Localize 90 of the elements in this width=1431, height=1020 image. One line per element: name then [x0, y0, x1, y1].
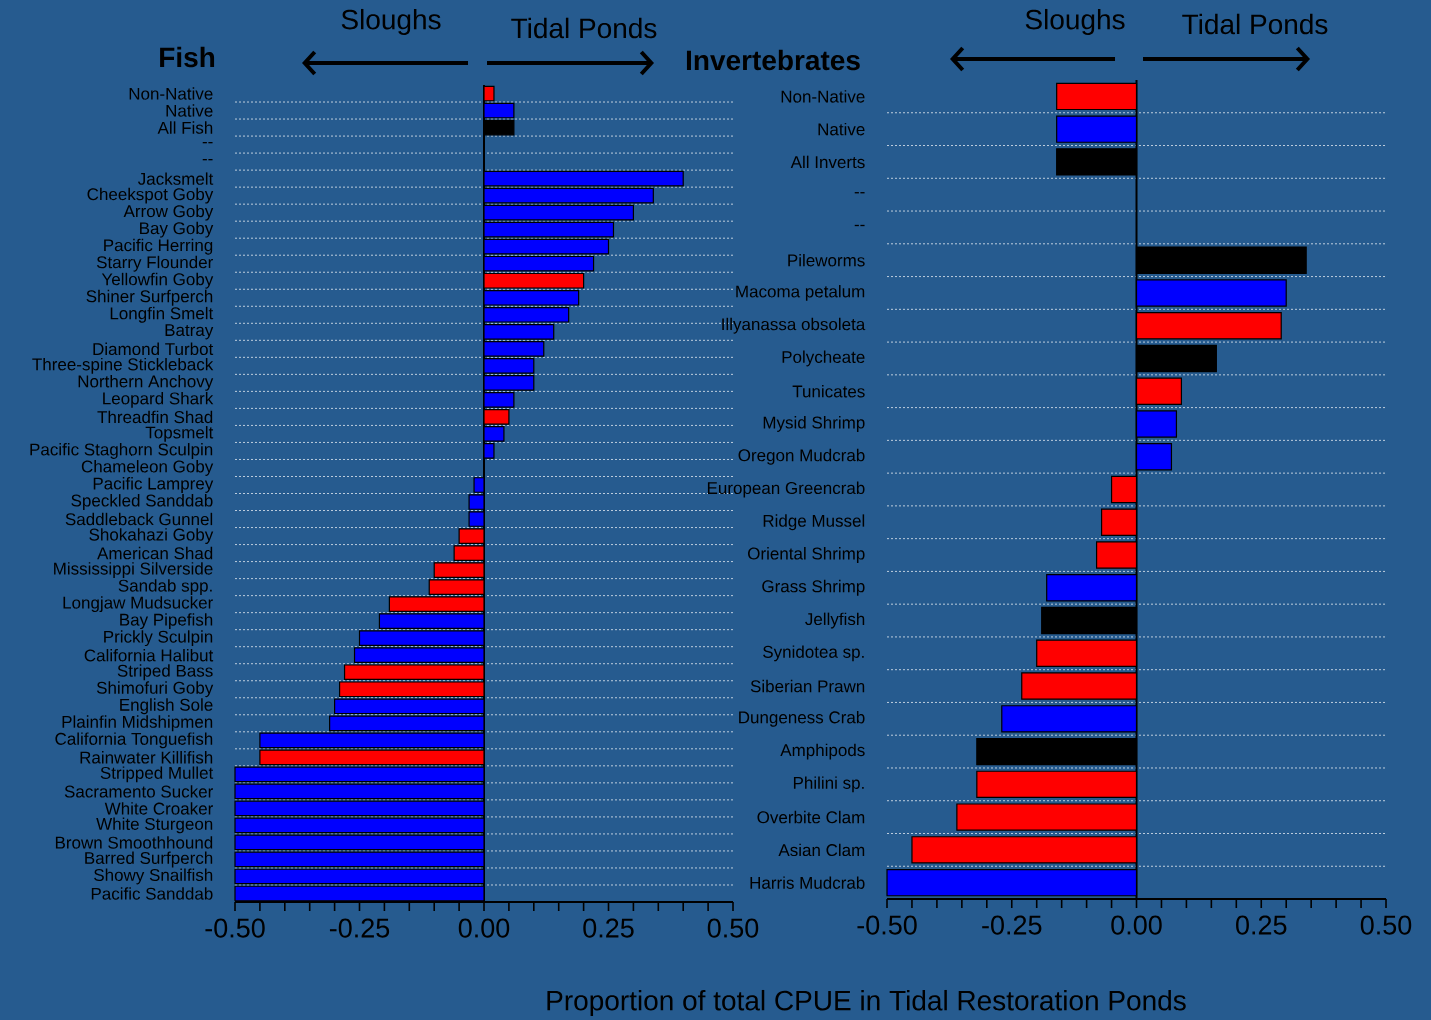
- y-tick-label: Plainfin Midshipmen: [62, 715, 213, 732]
- y-tick-label: Oriental Shrimp: [748, 547, 865, 563]
- y-tick-label: English Sole: [120, 698, 213, 715]
- y-tick-label: California Halibut: [84, 648, 214, 662]
- x-tick-label: -0.50: [857, 915, 917, 935]
- y-tick-label: Longfin Smelt: [110, 306, 214, 323]
- y-tick-label: Threadfin Shad: [97, 410, 213, 424]
- text: Sloughs: [341, 8, 441, 36]
- y-tick-label: All Fish: [157, 121, 213, 134]
- y-tick-label: Striped Bass: [117, 664, 213, 681]
- y-tick-label: Speckled Sanddab: [71, 494, 213, 510]
- y-tick-label: Leopard Shark: [103, 391, 214, 408]
- y-tick-label: --: [202, 141, 213, 144]
- y-tick-label: Pacific Lamprey: [93, 477, 214, 493]
- chart-title: Fish: [160, 46, 215, 68]
- y-tick-label: Northern Anchovy: [78, 374, 214, 391]
- y-tick-label: Bay Pipefish: [120, 613, 213, 630]
- y-tick-label: Showy Snailfish: [94, 868, 213, 885]
- x-axis-title: Proportion of total CPUE in Tidal Restoration Ponds: [547, 989, 1186, 1017]
- y-tick-label: Cheekspot Goby: [87, 187, 214, 204]
- y-tick-label: Jellyfish: [805, 612, 865, 629]
- y-tick-label: Ridge Mussel: [763, 514, 865, 531]
- y-tick-label: Saddleback Gunnel: [65, 512, 213, 526]
- y-tick-label: Siberian Prawn: [750, 679, 865, 693]
- y-tick-label: Synidotea sp.: [763, 645, 864, 662]
- y-tick-label: Topsmelt: [145, 426, 214, 442]
- y-tick-label: Native: [818, 122, 865, 136]
- y-tick-label: Starry Flounder: [96, 255, 213, 272]
- y-tick-label: Sandab spp.: [118, 579, 212, 596]
- y-tick-label: Pacific Herring: [104, 238, 213, 255]
- y-tick-label: Oregon Mudcrab: [738, 448, 865, 465]
- y-tick-label: Longjaw Mudsucker: [63, 596, 213, 613]
- y-tick-label: Prickly Sculpin: [104, 630, 213, 647]
- text: Tidal Ponds: [1182, 13, 1328, 35]
- y-tick-label: Three-spine Stickleback: [32, 357, 214, 374]
- y-tick-label: Barred Surfperch: [85, 851, 213, 868]
- y-tick-label: Non-Native: [129, 87, 213, 100]
- y-tick-label: Sacramento Sucker: [64, 785, 213, 798]
- y-tick-label: Macoma petalum: [736, 285, 865, 301]
- y-tick-label: --: [854, 224, 865, 227]
- y-tick-label: Amphipods: [780, 743, 865, 760]
- y-tick-label: Pacific Staghorn Sculpin: [30, 443, 213, 459]
- text: Tidal Ponds: [511, 17, 657, 39]
- y-tick-label: White Croaker: [104, 802, 213, 815]
- x-tick-label: 0.25: [583, 918, 634, 938]
- x-tick-label: 0.50: [707, 918, 759, 938]
- y-tick-label: All Inverts: [790, 155, 865, 169]
- y-tick-label: Polycheate: [782, 350, 865, 367]
- y-tick-label: Illyanassa obsoleta: [722, 317, 866, 334]
- y-tick-label: Philini sp.: [793, 776, 864, 793]
- y-tick-label: Batray: [165, 324, 214, 340]
- y-tick-label: Brown Smoothhound: [55, 836, 213, 849]
- x-tick-label: -0.25: [329, 918, 390, 938]
- y-tick-label: Shimofuri Goby: [96, 681, 214, 698]
- y-tick-label: Bay Goby: [140, 221, 214, 238]
- y-tick-label: --: [202, 159, 213, 161]
- y-tick-label: Diamond Turbot: [93, 342, 214, 356]
- y-tick-label: Shokahazi Goby: [89, 528, 214, 544]
- x-tick-label: 0.00: [1111, 915, 1162, 935]
- y-tick-label: European Greencrab: [707, 481, 865, 498]
- y-tick-label: Chameleon Goby: [81, 460, 214, 476]
- y-tick-label: White Sturgeon: [96, 817, 213, 834]
- y-tick-label: Overbite Clam: [757, 810, 865, 824]
- y-tick-label: Asian Clam: [778, 843, 865, 857]
- y-tick-label: --: [854, 192, 865, 194]
- x-tick-label: -0.50: [205, 918, 265, 938]
- x-tick-label: 0.25: [1236, 915, 1287, 935]
- x-tick-label: 0.50: [1360, 915, 1412, 935]
- y-tick-label: Jacksmelt: [138, 172, 214, 185]
- x-tick-label: -0.25: [982, 915, 1042, 935]
- y-tick-label: Non-Native: [781, 90, 865, 103]
- text: Sloughs: [1025, 8, 1125, 36]
- y-tick-label: Stripped Mullet: [100, 766, 214, 783]
- y-tick-label: Grass Shrimp: [762, 579, 865, 596]
- y-tick-label: Pacific Sanddab: [91, 887, 213, 900]
- y-tick-label: Shiner Surfperch: [86, 289, 213, 306]
- y-tick-label: Native: [166, 104, 213, 117]
- chart-title: Invertebrates: [686, 49, 860, 71]
- x-tick-label: 0.00: [458, 918, 510, 938]
- y-tick-label: Arrow Goby: [123, 204, 214, 221]
- y-tick-label: Pileworms: [788, 253, 865, 267]
- y-tick-label: Mississippi Silverside: [54, 562, 213, 579]
- y-tick-label: American Shad: [97, 546, 213, 560]
- y-tick-label: Yellowfin Goby: [101, 272, 214, 289]
- y-tick-label: Rainwater Killifish: [80, 751, 213, 764]
- y-tick-label: Mysid Shrimp: [763, 416, 865, 432]
- y-tick-label: Tunicates: [792, 384, 865, 398]
- y-tick-label: Dungeness Crab: [739, 710, 865, 727]
- y-tick-label: California Tonguefish: [55, 732, 213, 749]
- y-tick-label: Harris Mudcrab: [750, 876, 865, 889]
